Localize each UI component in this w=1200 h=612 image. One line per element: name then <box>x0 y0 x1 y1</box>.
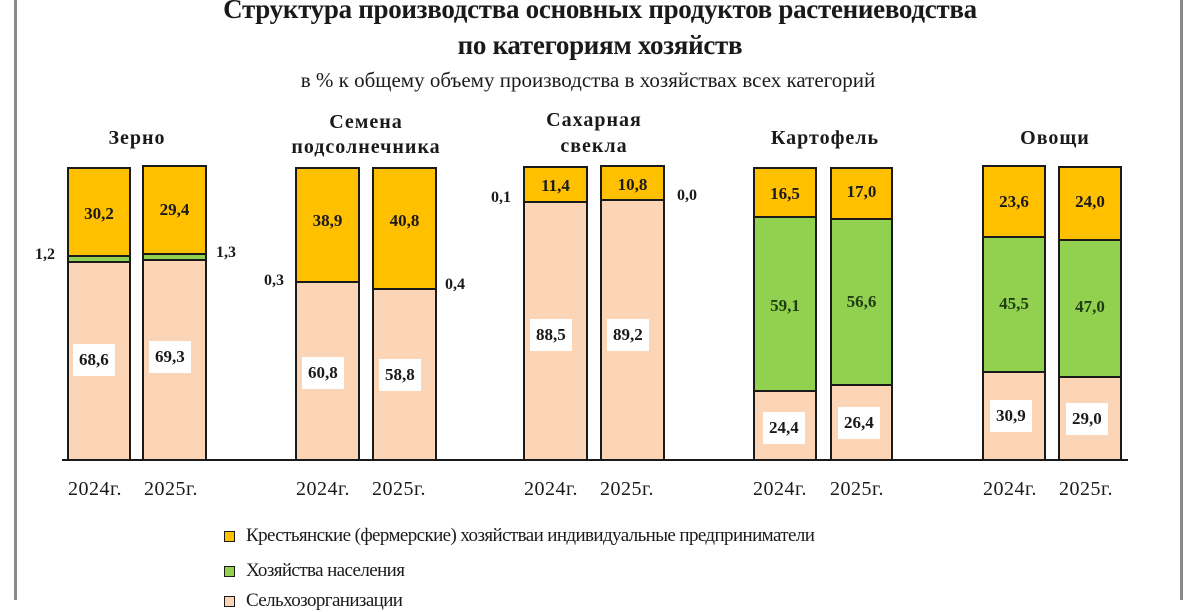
legend-swatch-green-icon <box>224 566 235 577</box>
value-potato-2024-agri-orgs: 24,4 <box>763 412 805 444</box>
value-sugarbeet-2024-farmers: 11,4 <box>541 176 570 195</box>
category-title-sunflower-line1: Семена <box>329 111 403 133</box>
x-axis-line <box>62 459 1128 461</box>
value-sunflower-2024-agri-orgs: 60,8 <box>302 357 344 389</box>
value-grain-2025-farmers: 29,4 <box>159 200 190 219</box>
value-potato-2025-agri-orgs: 26,4 <box>838 407 880 439</box>
x-label-potato-2024: 2024г. <box>753 478 807 500</box>
value-sunflower-2024-households: 0,3 <box>264 272 284 289</box>
category-title-sugarbeet-line2: свекла <box>560 135 628 157</box>
value-sunflower-2025-farmers: 40,8 <box>389 211 420 230</box>
segment-farmers <box>832 169 891 218</box>
bar-grain-2025 <box>142 165 207 461</box>
value-potato-2024-households: 59,1 <box>770 296 800 315</box>
value-grain-2024-agri-orgs: 68,6 <box>73 344 115 376</box>
segment-farmers <box>755 169 815 216</box>
segment-farmers <box>374 169 435 288</box>
bar-sugarbeet-2025 <box>600 165 665 461</box>
value-sugarbeet-2025-farmers: 10,8 <box>617 175 648 194</box>
x-label-sugarbeet-2024: 2024г. <box>524 478 578 500</box>
x-label-grain-2025: 2025г. <box>144 478 198 500</box>
category-title-grain: Зерно <box>108 127 166 149</box>
segment-farmers <box>69 169 129 255</box>
chart-title-line2: по категориям хозяйств <box>457 30 743 60</box>
chart-subtitle: в % к общему объему производства в хозяй… <box>300 68 876 92</box>
value-sunflower-2024-farmers: 38,9 <box>312 211 343 230</box>
value-grain-2025-households: 1,3 <box>216 244 236 261</box>
value-sugarbeet-2025-households: 0,0 <box>677 187 697 204</box>
segment-farmers <box>984 167 1044 236</box>
x-label-sunflower-2024: 2024г. <box>296 478 350 500</box>
value-vegetables-2025-households: 47,0 <box>1075 297 1105 316</box>
value-grain-2024-farmers: 30,2 <box>84 204 114 223</box>
segment-farmers <box>525 168 586 201</box>
value-vegetables-2025-farmers: 24,0 <box>1075 192 1105 211</box>
value-potato-2025-farmers: 17,0 <box>846 182 877 201</box>
segment-farmers <box>1060 168 1120 239</box>
segment-households <box>832 218 891 384</box>
segment-households <box>144 253 205 259</box>
segment-households <box>1060 239 1120 376</box>
category-title-vegetables: Овощи <box>1020 127 1090 149</box>
segment-farmers <box>297 169 358 281</box>
legend-label: Хозяйства населения <box>246 560 405 581</box>
value-sunflower-2025-households: 0,4 <box>445 276 465 293</box>
value-sugarbeet-2025-agri-orgs: 89,2 <box>607 319 649 351</box>
right-frame-border <box>1180 0 1183 600</box>
x-label-potato-2025: 2025г. <box>830 478 884 500</box>
category-title-sunflower-line2: подсолнечника <box>291 136 441 158</box>
value-potato-2025-households: 56,6 <box>846 292 877 311</box>
segment-farmers <box>144 167 205 253</box>
category-title-potato: Картофель <box>770 127 880 149</box>
segment-households <box>984 236 1044 371</box>
value-vegetables-2024-agri-orgs: 30,9 <box>990 400 1032 432</box>
value-sugarbeet-2024-agri-orgs: 88,5 <box>530 319 572 351</box>
legend-label: Сельхозорганизации <box>246 590 403 611</box>
x-label-sunflower-2025: 2025г. <box>372 478 426 500</box>
value-grain-2024-households: 1,2 <box>35 246 55 263</box>
x-label-grain-2024: 2024г. <box>68 478 122 500</box>
chart-title-line1: Структура производства основных продукто… <box>223 0 977 24</box>
value-potato-2024-farmers: 16,5 <box>770 184 800 203</box>
category-title-sugarbeet-line1: Сахарная <box>546 109 642 131</box>
value-sunflower-2025-agri-orgs: 58,8 <box>379 359 421 391</box>
legend-label: Крестьянские (фермерские) хозяйстваи инд… <box>246 525 815 546</box>
segment-farmers <box>602 167 663 199</box>
segment-households <box>755 216 815 390</box>
value-vegetables-2025-agri-orgs: 29,0 <box>1066 403 1108 435</box>
segment-households <box>69 255 129 261</box>
bar-sugarbeet-2024 <box>523 166 588 461</box>
value-vegetables-2024-farmers: 23,6 <box>999 192 1029 211</box>
bar-vegetables-2025 <box>1058 166 1122 461</box>
bar-vegetables-2024 <box>982 165 1046 461</box>
x-label-vegetables-2024: 2024г. <box>983 478 1037 500</box>
value-grain-2025-agri-orgs: 69,3 <box>149 341 191 373</box>
x-label-sugarbeet-2025: 2025г. <box>600 478 654 500</box>
x-label-vegetables-2025: 2025г. <box>1059 478 1113 500</box>
bar-potato-2024 <box>753 167 817 461</box>
left-frame-border <box>14 0 17 600</box>
value-sugarbeet-2024-households: 0,1 <box>491 189 511 206</box>
value-vegetables-2024-households: 45,5 <box>999 294 1029 313</box>
legend-swatch-orange-icon <box>224 531 235 542</box>
legend-swatch-peach-icon <box>224 596 235 607</box>
